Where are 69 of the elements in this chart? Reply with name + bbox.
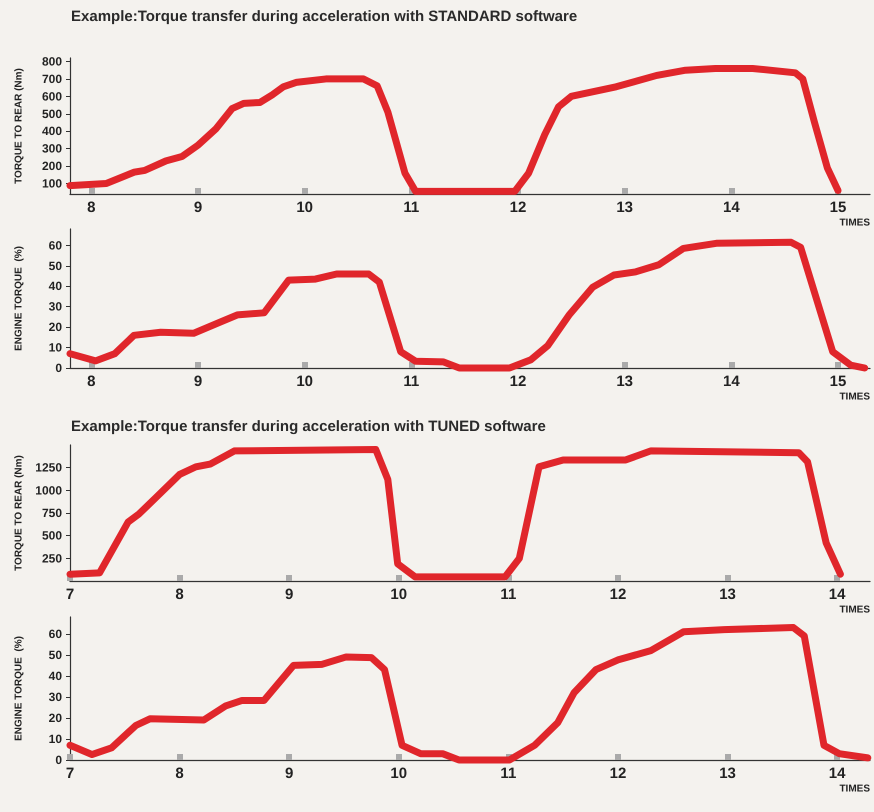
y-tick-label: 300 [42,142,62,156]
y-tick-label: 750 [42,506,62,520]
x-tick-label: 15 [830,199,846,216]
y-tick-label: 500 [42,528,62,543]
y-tick-label: 200 [42,159,62,174]
y-tick-label: 10 [48,340,62,355]
y-tick-label: 50 [48,258,62,273]
x-tick-label: 12 [610,586,626,603]
chart-title: Example:Torque transfer during acceleration with TUNED software [71,418,546,435]
x-tick-label: 10 [390,586,408,603]
x-tick-label: 10 [296,199,314,216]
y-axis-title: TORQUE TO REAR (Nm) [14,68,24,184]
x-tick-label: 12 [610,765,626,782]
x-tick-label: 9 [285,765,294,782]
y-tick-label: 0 [55,753,62,767]
y-tick-label: 60 [48,238,62,252]
x-tick-label: 8 [87,199,96,216]
y-axis-title: ENGINE TORQUE (%) [14,636,24,741]
x-tick-label: 13 [719,765,736,782]
x-axis-title: TIMES [839,604,870,616]
y-tick-label: 800 [42,54,62,68]
y-tick-label: 20 [48,320,62,334]
y-tick-label: 60 [48,626,62,641]
y-tick-label: 50 [48,648,62,662]
y-tick-label: 0 [55,361,62,375]
x-axis-title: TIMES [839,218,870,228]
y-axis-title: ENGINE TORQUE (%) [14,246,24,351]
x-tick-label: 10 [390,765,408,782]
y-tick-label: 250 [42,551,62,566]
x-tick-label: 13 [719,586,736,603]
y-tick-label: 10 [48,732,62,746]
x-tick-label: 14 [828,765,846,782]
y-tick-label: 40 [48,668,62,683]
y-tick-label: 500 [42,106,62,121]
x-tick-label: 14 [828,586,846,603]
y-tick-label: 600 [42,89,62,104]
x-axis-title: TIMES [839,392,870,402]
x-tick-label: 8 [87,373,96,390]
x-tick-label: 10 [296,373,314,390]
y-tick-label: 700 [42,72,62,86]
y-tick-label: 100 [42,176,62,191]
x-tick-label: 8 [175,765,184,782]
x-tick-label: 11 [500,586,516,603]
x-tick-label: 14 [722,373,740,390]
x-tick-label: 9 [285,586,294,603]
x-tick-label: 7 [66,586,74,603]
x-tick-label: 11 [403,373,420,390]
x-tick-label: 11 [500,765,516,782]
x-tick-label: 12 [510,373,526,390]
x-tick-label: 11 [403,199,420,216]
y-tick-label: 400 [42,124,62,138]
x-tick-label: 15 [830,373,846,390]
x-tick-label: 13 [616,373,634,390]
y-tick-label: 30 [48,690,62,704]
x-tick-label: 14 [722,199,740,216]
y-tick-label: 30 [48,300,62,314]
y-tick-label: 1000 [35,483,62,498]
y-tick-label: 40 [48,279,62,294]
y-tick-label: 20 [48,710,62,725]
x-tick-label: 7 [66,765,74,782]
x-tick-label: 12 [510,199,526,216]
x-tick-label: 9 [194,199,202,216]
chart-title: Example:Torque transfer during acceleration with STANDARD software [71,8,578,25]
x-tick-label: 13 [616,199,634,216]
x-tick-label: 8 [175,586,184,603]
y-tick-label: 1250 [35,460,62,475]
x-axis-title: TIMES [839,784,870,794]
x-tick-label: 9 [194,373,202,390]
y-axis-title: TORQUE TO REAR (Nm) [14,455,24,571]
